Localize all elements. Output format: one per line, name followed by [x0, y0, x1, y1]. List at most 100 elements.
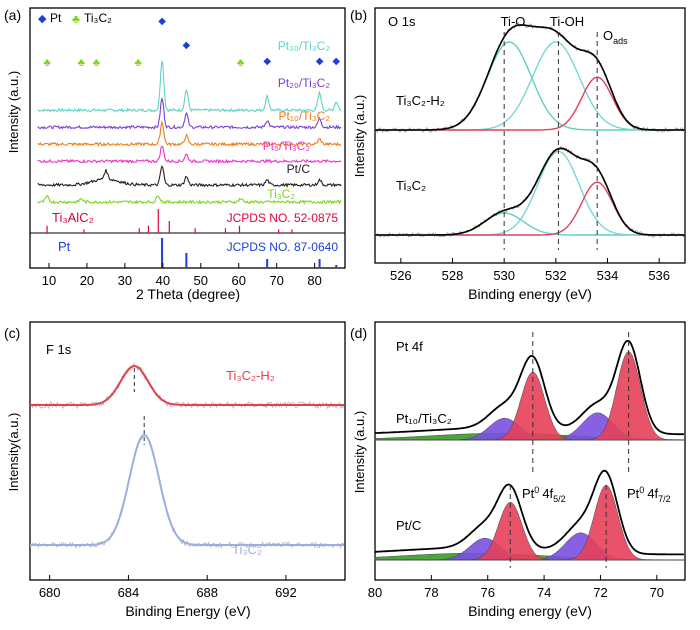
panel-a-legend: ◆ Pt ♣ Ti₃C₂	[38, 11, 112, 26]
panel-b-xtick-label: 532	[545, 268, 567, 283]
legend-ti3c2-icon: ♣	[72, 12, 80, 26]
panel-c-xtick-label: 684	[118, 585, 140, 600]
legend-pt-icon: ◆	[38, 13, 47, 25]
panel-b-xtick-label: 530	[493, 268, 515, 283]
panel-a-xtick-label: 10	[42, 273, 56, 288]
xrd-line	[37, 195, 342, 205]
ti3c2-club-icon: ♣	[78, 57, 85, 69]
panel-b-xtick-label: 528	[442, 268, 464, 283]
f1s-raw	[29, 362, 345, 410]
panel-d-frame	[374, 321, 686, 581]
o1s-envelope	[375, 147, 685, 236]
panel-b-xtick-label: 536	[648, 268, 670, 283]
panel-a-label: (a)	[4, 7, 21, 23]
panel-d-ylabel: Intensity (a.u.)	[352, 411, 367, 493]
pt4f-envelope	[375, 469, 684, 556]
pt4f-envelope	[375, 339, 684, 436]
pt-diamond-icon: ◆	[332, 56, 340, 67]
series-label-pt10: Pt₁₀/Ti₃C₂	[279, 109, 331, 123]
o1s-raw	[374, 22, 685, 134]
panel-b-ylabel: Intensity (a.u.)	[352, 95, 367, 177]
pt-diamond-icon: ◆	[158, 16, 166, 27]
f1s-fit	[30, 433, 345, 546]
panel-c-ylabel: Intensity(a.u.)	[6, 413, 21, 492]
panel-d: (d) Pt 4f Intensity (a.u.) Binding energ…	[350, 321, 686, 619]
panel-a-xtick-label: 60	[232, 273, 246, 288]
panel-c: (c) F 1s Intensity(a.u.) Binding Energy …	[4, 321, 346, 619]
xrd-line	[37, 97, 342, 130]
ti3c2-club-icon: ♣	[43, 57, 50, 69]
pt-diamond-icon: ◆	[263, 56, 271, 67]
ref-ti3alc2-pdf: JCPDS NO. 52-0875	[227, 211, 339, 225]
series-label-pt20: Pt₂₀/Ti₃C₂	[278, 76, 330, 90]
panel-c-xlabel: Binding Energy (eV)	[125, 603, 250, 619]
xrd-line	[37, 145, 342, 165]
pt-diamond-icon: ◆	[316, 56, 324, 67]
f1s-fit	[30, 364, 345, 406]
panel-c-title: F 1s	[46, 342, 72, 357]
o1s-component	[375, 41, 685, 131]
series-label-ti3c2-h2: Ti₃C₂-H₂	[226, 368, 275, 383]
xrd-line	[37, 164, 342, 189]
legend-pt-label: Pt	[50, 11, 62, 25]
series-label-ptc: Pt/C	[396, 518, 421, 533]
series-label-pt5: Pt₅/Ti₃C₂	[263, 139, 311, 153]
panel-c-xtick-label: 692	[275, 585, 297, 600]
ti3c2-club-icon: ♣	[93, 57, 100, 69]
ref-pt-label: Pt	[58, 239, 71, 254]
panel-a-xlabel: 2 Theta (degree)	[136, 286, 240, 302]
xrd-line	[37, 60, 342, 113]
panel-b-xtick-label: 526	[390, 268, 412, 283]
panel-b-label: (b)	[350, 7, 367, 23]
panel-a-xtick-label: 80	[307, 273, 321, 288]
panel-c-frame	[29, 321, 346, 581]
series-label-ti3c2-h2: Ti₃C₂-H₂	[396, 93, 445, 108]
series-label-ti3c2: Ti₃C₂	[396, 178, 426, 193]
pt4f-component	[375, 484, 685, 561]
ref-ti3alc2-label: Ti₃AlC₂	[52, 210, 94, 225]
panel-b-xlabel: Binding energy (eV)	[468, 286, 592, 302]
panel-b-xtick-label: 534	[597, 268, 619, 283]
panel-d-xtick-label: 76	[480, 585, 494, 600]
panel-d-label: (d)	[350, 325, 367, 341]
series-label-ptc: Pt/C	[287, 162, 311, 176]
pt-diamond-icon: ◆	[183, 40, 191, 51]
panel-a-ylabel: Intensity (a.u.)	[6, 71, 21, 153]
panel-a-xtick-label: 20	[80, 273, 94, 288]
ref-pt-pdf: JCPDS NO. 87-0640	[227, 240, 339, 254]
o1s-component	[375, 41, 685, 131]
panel-b-frame	[374, 7, 686, 264]
annotation-oads: Oads	[603, 28, 628, 46]
panel-d-xtick-label: 72	[593, 585, 607, 600]
panel-d-xtick-label: 78	[424, 585, 438, 600]
panel-b: (b) O 1s Intensity (a.u.) Binding energy…	[350, 7, 686, 302]
panel-a: (a) Intensity (a.u.) 2 Theta (degree) ◆ …	[4, 7, 346, 302]
panel-c-xtick-label: 688	[196, 585, 218, 600]
series-label-pt10-ti3c2: Pt₁₀/Ti₃C₂	[396, 411, 452, 426]
panel-a-frame	[29, 7, 346, 269]
panel-d-xtick-label: 70	[650, 585, 664, 600]
panel-d-xtick-label: 74	[537, 585, 551, 600]
series-label-pt30: Pt₃₀/Ti₃C₂	[278, 39, 331, 53]
panel-d-xlabel: Binding energy (eV)	[468, 603, 592, 619]
panel-d-xtick-label: 80	[368, 585, 382, 600]
o1s-component	[375, 212, 685, 236]
annotation-ti-oh: Ti-OH	[550, 14, 584, 29]
panel-b-title: O 1s	[388, 14, 416, 29]
panel-c-label: (c)	[4, 325, 20, 341]
panel-c-xtick-label: 680	[39, 585, 61, 600]
ti3c2-club-icon: ♣	[237, 57, 244, 69]
panel-d-title: Pt 4f	[396, 339, 423, 354]
legend-ti3c2-label: Ti₃C₂	[84, 11, 112, 25]
pt4f-component	[375, 351, 685, 441]
o1s-envelope	[375, 24, 685, 131]
f1s-raw	[29, 434, 345, 549]
annotation-pt0-4f52: Pt0 4f5/2	[522, 485, 566, 504]
panel-a-xtick-label: 40	[156, 273, 170, 288]
series-label-ti3c2: Ti₃C₂	[267, 187, 295, 201]
ti3c2-club-icon: ♣	[135, 57, 142, 69]
annotation-pt0-4f72: Pt0 4f7/2	[627, 485, 671, 504]
panel-a-xtick-label: 70	[269, 273, 283, 288]
panel-a-xtick-label: 30	[118, 273, 132, 288]
